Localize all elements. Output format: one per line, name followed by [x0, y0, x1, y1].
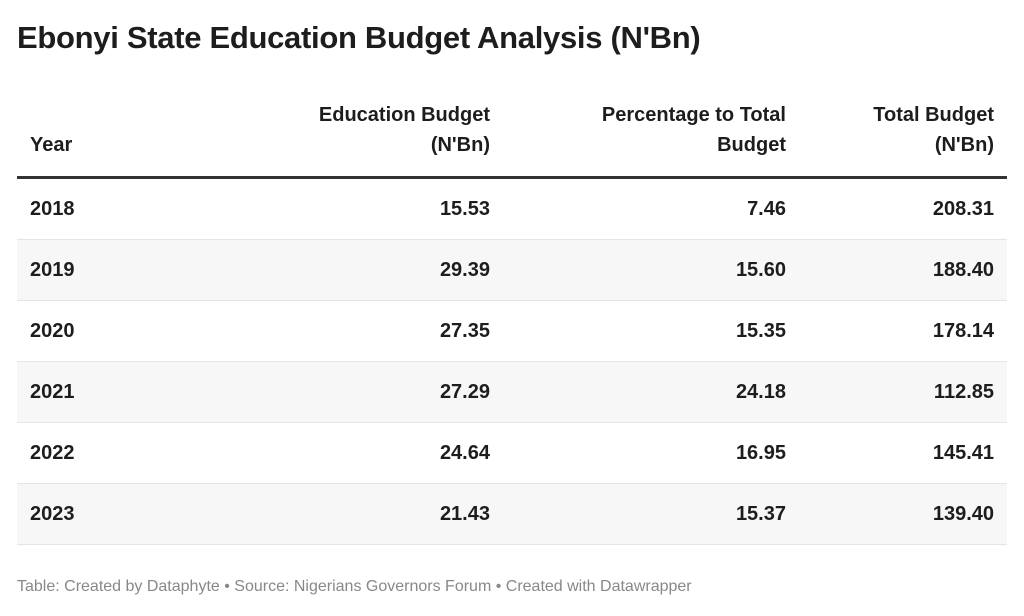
header-label: Budget [717, 134, 786, 156]
cell-percentage: 7.46 [503, 177, 799, 240]
cell-education-budget: 29.39 [223, 239, 503, 301]
cell-total-budget: 178.14 [799, 300, 1007, 362]
cell-total-budget: 208.31 [799, 177, 1007, 240]
table-header-row: Year Education Budget (N'Bn) Percentage t… [17, 100, 1007, 179]
cell-year: 2018 [17, 177, 223, 240]
header-label: (N'Bn) [430, 134, 490, 156]
cell-total-budget: 188.40 [799, 239, 1007, 301]
page-title: Ebonyi State Education Budget Analysis (… [17, 20, 701, 55]
table-row: 2022 24.64 16.95 145.41 [17, 422, 1007, 484]
cell-percentage: 16.95 [503, 422, 799, 484]
header-total-budget: Total Budget (N'Bn) [799, 100, 1007, 179]
cell-total-budget: 139.40 [799, 483, 1007, 545]
cell-percentage: 15.37 [503, 483, 799, 545]
cell-education-budget: 15.53 [223, 177, 503, 240]
header-label: Education Budget [318, 104, 490, 126]
cell-percentage: 15.35 [503, 300, 799, 362]
cell-total-budget: 145.41 [799, 422, 1007, 484]
header-label: Total Budget [873, 104, 994, 126]
cell-year: 2021 [17, 361, 223, 423]
header-percentage: Percentage to Total Budget [503, 100, 799, 179]
table-row: 2020 27.35 15.35 178.14 [17, 300, 1007, 362]
cell-education-budget: 21.43 [223, 483, 503, 545]
header-label: Year [30, 134, 73, 156]
cell-year: 2022 [17, 422, 223, 484]
table-row: 2018 15.53 7.46 208.31 [17, 177, 1007, 240]
header-label: (N'Bn) [934, 134, 994, 156]
cell-percentage: 24.18 [503, 361, 799, 423]
cell-year: 2020 [17, 300, 223, 362]
cell-year: 2023 [17, 483, 223, 545]
budget-table: Year Education Budget (N'Bn) Percentage t… [17, 100, 1007, 545]
cell-education-budget: 27.35 [223, 300, 503, 362]
table-row: 2021 27.29 24.18 112.85 [17, 361, 1007, 423]
cell-education-budget: 24.64 [223, 422, 503, 484]
cell-year: 2019 [17, 239, 223, 301]
header-label: Percentage to Total [601, 104, 786, 126]
table-row: 2019 29.39 15.60 188.40 [17, 239, 1007, 301]
header-year: Year [17, 100, 223, 179]
header-education-budget: Education Budget (N'Bn) [223, 100, 503, 179]
cell-percentage: 15.60 [503, 239, 799, 301]
footer-credits: Table: Created by Dataphyte • Source: Ni… [17, 578, 692, 595]
table-row: 2023 21.43 15.37 139.40 [17, 483, 1007, 545]
cell-total-budget: 112.85 [799, 361, 1007, 423]
cell-education-budget: 27.29 [223, 361, 503, 423]
